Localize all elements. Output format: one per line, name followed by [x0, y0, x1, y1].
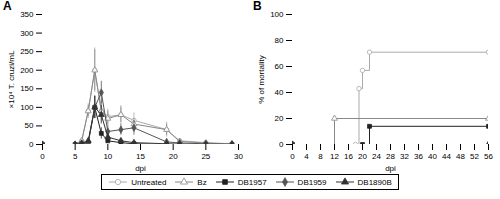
- svg-text:40: 40: [275, 88, 284, 97]
- svg-text:16: 16: [344, 152, 353, 161]
- svg-text:80: 80: [275, 36, 284, 45]
- svg-text:×10⁴ T. cruzi/mL: ×10⁴ T. cruzi/mL: [7, 50, 16, 108]
- svg-text:44: 44: [442, 152, 451, 161]
- html-text:B: B: [253, 0, 262, 13]
- svg-text:60: 60: [275, 62, 284, 71]
- svg-text:24: 24: [372, 152, 381, 161]
- html-text:DB1957: DB1957: [237, 177, 267, 187]
- svg-text:20: 20: [358, 152, 367, 161]
- svg-text:12: 12: [330, 152, 339, 161]
- svg-text:10: 10: [103, 152, 112, 161]
- svg-text:40: 40: [428, 152, 437, 161]
- svg-text:15: 15: [136, 152, 145, 161]
- svg-text:8: 8: [318, 152, 323, 161]
- svg-text:50: 50: [25, 121, 34, 130]
- svg-text:dpi: dpi: [135, 164, 146, 173]
- svg-text:dpi: dpi: [385, 164, 396, 173]
- html-text:Untreated: Untreated: [131, 177, 167, 187]
- svg-text:% of mortality: % of mortality: [257, 55, 266, 103]
- svg-text:5: 5: [73, 152, 78, 161]
- svg-text:350: 350: [20, 10, 34, 19]
- svg-text:0: 0: [290, 152, 295, 161]
- svg-text:0: 0: [279, 140, 284, 149]
- svg-text:0: 0: [29, 140, 34, 149]
- svg-text:20: 20: [169, 152, 178, 161]
- svg-text:25: 25: [201, 152, 210, 161]
- svg-text:36: 36: [414, 152, 423, 161]
- svg-text:300: 300: [20, 29, 34, 38]
- svg-text:100: 100: [20, 103, 34, 112]
- svg-text:250: 250: [20, 47, 34, 56]
- svg-text:56: 56: [484, 152, 493, 161]
- svg-text:20: 20: [275, 114, 284, 123]
- svg-text:28: 28: [386, 152, 395, 161]
- html-text:A: A: [3, 0, 12, 13]
- svg-text:48: 48: [456, 152, 465, 161]
- svg-text:200: 200: [20, 66, 34, 75]
- svg-text:0: 0: [40, 152, 45, 161]
- svg-text:52: 52: [470, 152, 479, 161]
- svg-text:30: 30: [234, 152, 243, 161]
- svg-text:4: 4: [304, 152, 309, 161]
- html-text:Bz: Bz: [197, 177, 207, 187]
- html-text:DB1890B: DB1890B: [357, 177, 392, 187]
- svg-text:100: 100: [270, 10, 284, 19]
- svg-text:32: 32: [400, 152, 409, 161]
- svg-text:150: 150: [20, 84, 34, 93]
- html-text:DB1959: DB1959: [297, 177, 327, 187]
